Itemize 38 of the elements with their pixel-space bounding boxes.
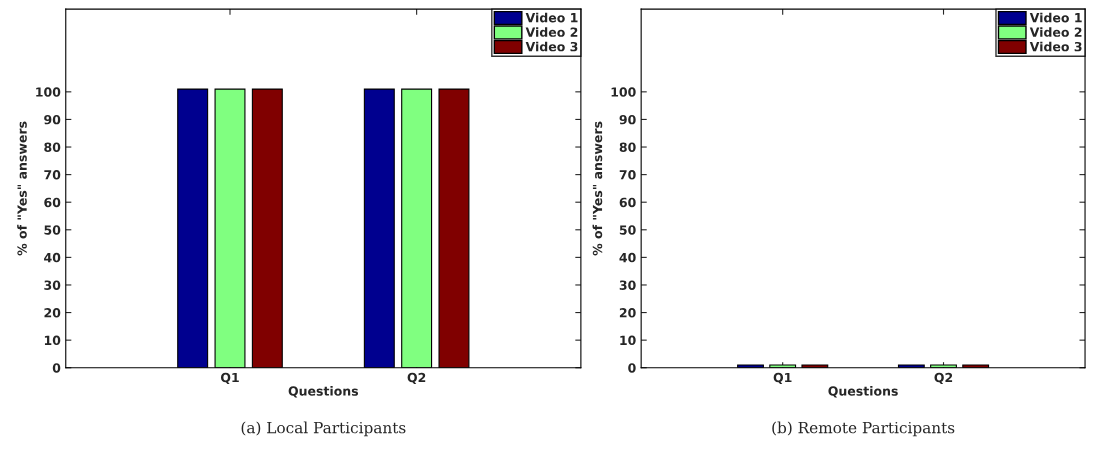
text: (b) Remote Participants (772, 421, 955, 437)
y-tick-label: 30 (44, 280, 61, 290)
y-tick-label: 40 (44, 252, 61, 263)
y-tick-label: 10 (44, 335, 61, 346)
legend-label: Video 1 (1029, 12, 1082, 23)
x-tick-label: Q1 (773, 372, 792, 384)
y-tick-label: 100 (611, 87, 636, 97)
x-tick-label: Q2 (407, 372, 426, 384)
legend-label: Video 3 (525, 41, 578, 52)
y-tick-label: 40 (619, 252, 636, 263)
y-tick-label: 90 (44, 114, 61, 125)
y-tick-label: 30 (619, 280, 636, 290)
y-tick-label: 70 (619, 170, 636, 180)
y-tick-label: 60 (44, 197, 61, 208)
legend-label: Video 2 (525, 27, 578, 37)
y-axis-title: % of "Yes" answers (592, 121, 603, 256)
y-tick-label: 70 (44, 170, 61, 180)
text: (a) Local Participants (241, 421, 406, 437)
y-tick-label: 0 (628, 363, 636, 373)
y-tick-label: 90 (619, 114, 636, 125)
legend-label: Video 2 (1029, 27, 1082, 37)
y-tick-label: 80 (44, 142, 61, 152)
y-tick-label: 80 (619, 142, 636, 152)
y-tick-label: 0 (52, 363, 61, 373)
x-axis-title: Questions (288, 386, 359, 398)
y-tick-label: 20 (44, 308, 61, 318)
legend-label: Video 1 (525, 12, 578, 23)
y-axis-title: % of "Yes" answers (17, 121, 27, 256)
y-tick-label: 100 (36, 87, 61, 97)
legend-label: Video 3 (1029, 41, 1082, 52)
y-tick-label: 60 (619, 197, 636, 208)
y-tick-label: 50 (44, 225, 61, 235)
y-tick-label: 10 (620, 335, 636, 346)
x-tick-label: Q2 (934, 372, 953, 384)
x-axis-title: Questions (828, 386, 898, 398)
y-tick-label: 20 (619, 308, 636, 318)
x-tick-label: Q1 (220, 372, 239, 384)
y-tick-label: 50 (619, 225, 636, 235)
